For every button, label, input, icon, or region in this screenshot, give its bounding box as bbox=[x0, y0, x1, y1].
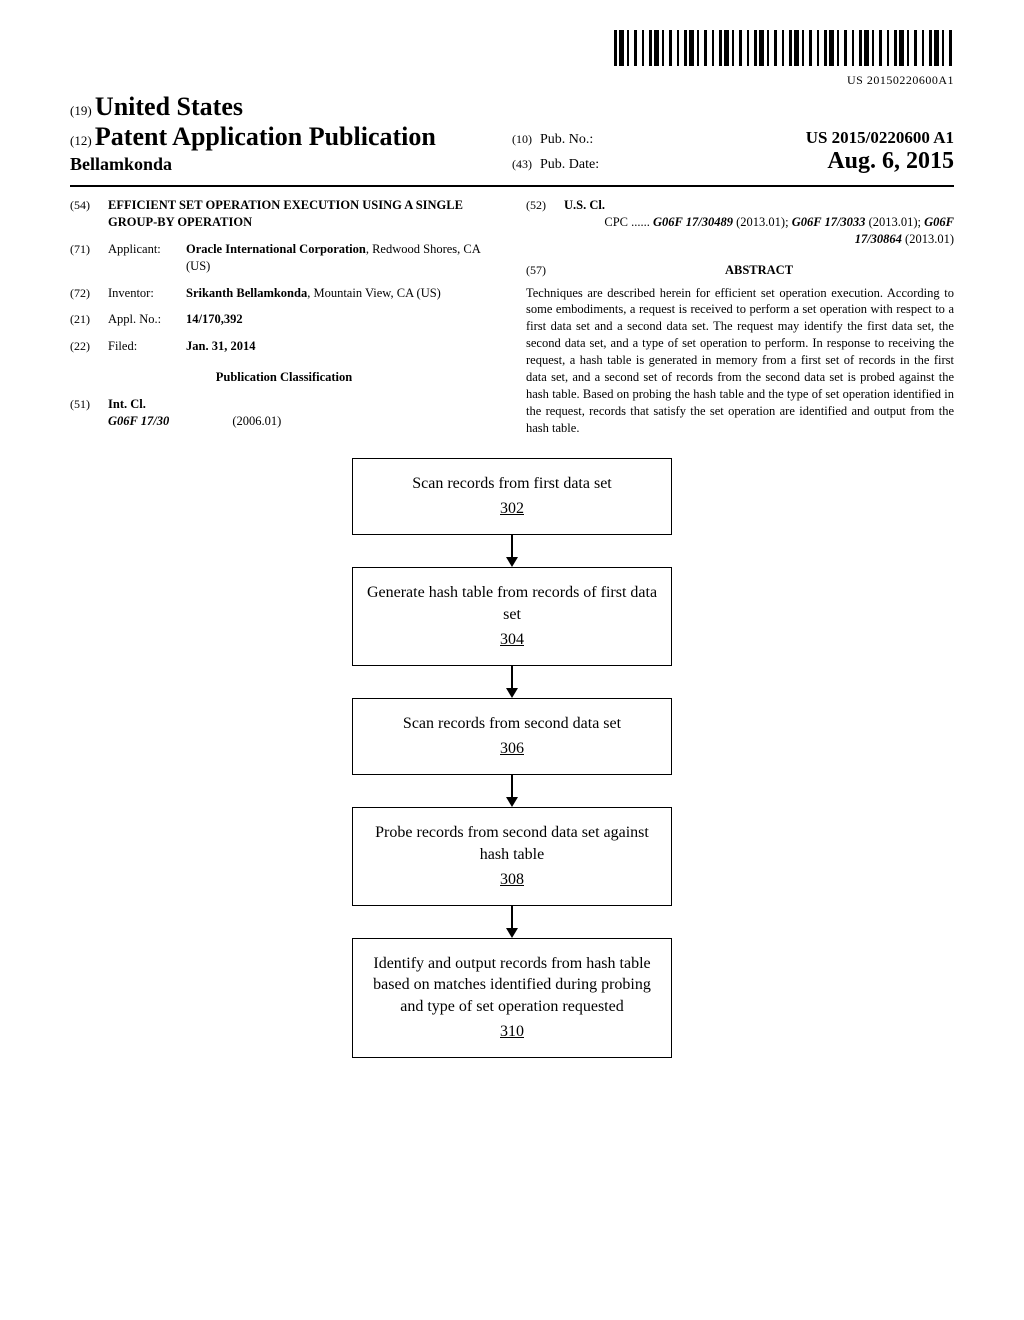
flow-node-310: Identify and output records from hash ta… bbox=[352, 938, 672, 1058]
flow-ref: 302 bbox=[365, 498, 659, 520]
uscl-label: U.S. Cl. bbox=[564, 197, 954, 214]
code-52: (52) bbox=[526, 197, 554, 248]
cpc-y2: (2013.01); bbox=[865, 215, 924, 229]
flow-ref: 306 bbox=[365, 738, 659, 760]
code-51: (51) bbox=[70, 396, 98, 430]
intcl-label: Int. Cl. bbox=[108, 396, 498, 413]
inventor-body: Srikanth Bellamkonda, Mountain View, CA … bbox=[186, 285, 498, 302]
flow-text: Scan records from second data set bbox=[403, 715, 621, 732]
code-10: (10) bbox=[512, 132, 532, 147]
pub-date-value: Aug. 6, 2015 bbox=[607, 148, 954, 175]
inventor-label: Inventor: bbox=[108, 285, 176, 302]
intcl-class: G06F 17/30 bbox=[108, 414, 169, 428]
header-row: (19) United States (12) Patent Applicati… bbox=[70, 92, 954, 181]
flow-arrow bbox=[506, 666, 518, 698]
flowchart: Scan records from first data set 302 Gen… bbox=[70, 458, 954, 1058]
applicant-label: Applicant: bbox=[108, 241, 176, 275]
flow-text: Probe records from second data set again… bbox=[375, 824, 649, 863]
pub-date-line: (43) Pub. Date: Aug. 6, 2015 bbox=[512, 148, 954, 175]
field-54: (54) EFFICIENT SET OPERATION EXECUTION U… bbox=[70, 197, 498, 231]
abstract-title: ABSTRACT bbox=[564, 262, 954, 279]
flow-arrow bbox=[506, 775, 518, 807]
code-54: (54) bbox=[70, 197, 98, 231]
header-left: (19) United States (12) Patent Applicati… bbox=[70, 92, 512, 181]
flow-text: Scan records from first data set bbox=[412, 475, 611, 492]
field-72: (72) Inventor: Srikanth Bellamkonda, Mou… bbox=[70, 285, 498, 302]
code-19: (19) bbox=[70, 103, 92, 118]
author-name: Bellamkonda bbox=[70, 154, 512, 175]
code-57: (57) bbox=[526, 262, 554, 285]
right-column: (52) U.S. Cl. CPC ...... G06F 17/30489 (… bbox=[526, 197, 954, 440]
flow-text: Identify and output records from hash ta… bbox=[373, 955, 651, 1015]
header-right: (10) Pub. No.: US 2015/0220600 A1 (43) P… bbox=[512, 128, 954, 181]
cpc-1: G06F 17/30489 bbox=[653, 215, 733, 229]
field-52: (52) U.S. Cl. CPC ...... G06F 17/30489 (… bbox=[526, 197, 954, 248]
pub-no-value: US 2015/0220600 A1 bbox=[601, 128, 954, 148]
filed-label: Filed: bbox=[108, 338, 176, 355]
title-text: EFFICIENT SET OPERATION EXECUTION USING … bbox=[108, 197, 498, 231]
flow-node-304: Generate hash table from records of firs… bbox=[352, 567, 672, 666]
pub-title-line: (12) Patent Application Publication bbox=[70, 122, 512, 152]
code-12: (12) bbox=[70, 133, 92, 148]
pub-title: Patent Application Publication bbox=[95, 122, 436, 151]
cpc-line: CPC ...... G06F 17/30489 (2013.01); G06F… bbox=[564, 214, 954, 248]
country-name: United States bbox=[95, 92, 243, 121]
pub-date-label: Pub. Date: bbox=[540, 157, 599, 173]
pub-no-label: Pub. No.: bbox=[540, 132, 593, 148]
field-71: (71) Applicant: Oracle International Cor… bbox=[70, 241, 498, 275]
code-72: (72) bbox=[70, 285, 98, 302]
flow-node-302: Scan records from first data set 302 bbox=[352, 458, 672, 535]
flow-arrow bbox=[506, 535, 518, 567]
bibliographic-columns: (54) EFFICIENT SET OPERATION EXECUTION U… bbox=[70, 197, 954, 440]
flow-node-306: Scan records from second data set 306 bbox=[352, 698, 672, 775]
country-line: (19) United States bbox=[70, 92, 512, 122]
cpc-prefix: CPC ...... bbox=[604, 215, 653, 229]
code-22: (22) bbox=[70, 338, 98, 355]
filed-value: Jan. 31, 2014 bbox=[186, 338, 498, 355]
barcode-number: US 20150220600A1 bbox=[70, 73, 954, 88]
intcl-year: (2006.01) bbox=[232, 414, 281, 428]
flow-ref: 308 bbox=[365, 869, 659, 891]
applicant-body: Oracle International Corporation, Redwoo… bbox=[186, 241, 498, 275]
uscl-body: U.S. Cl. CPC ...... G06F 17/30489 (2013.… bbox=[564, 197, 954, 248]
field-51: (51) Int. Cl. G06F 17/30 (2006.01) bbox=[70, 396, 498, 430]
cpc-y1: (2013.01); bbox=[733, 215, 792, 229]
applno-value: 14/170,392 bbox=[186, 311, 498, 328]
intcl-body: Int. Cl. G06F 17/30 (2006.01) bbox=[108, 396, 498, 430]
pub-classification-heading: Publication Classification bbox=[70, 369, 498, 386]
inventor-name: Srikanth Bellamkonda bbox=[186, 286, 307, 300]
intcl-row: G06F 17/30 (2006.01) bbox=[108, 413, 498, 430]
field-57: (57) ABSTRACT Techniques are described h… bbox=[526, 262, 954, 437]
barcode-graphic bbox=[614, 30, 954, 66]
flow-ref: 310 bbox=[363, 1021, 661, 1043]
flow-node-308: Probe records from second data set again… bbox=[352, 807, 672, 906]
applno-label: Appl. No.: bbox=[108, 311, 176, 328]
inventor-loc: , Mountain View, CA (US) bbox=[307, 286, 441, 300]
code-21: (21) bbox=[70, 311, 98, 328]
pub-no-line: (10) Pub. No.: US 2015/0220600 A1 bbox=[512, 128, 954, 148]
code-71: (71) bbox=[70, 241, 98, 275]
cpc-2: G06F 17/3033 bbox=[792, 215, 866, 229]
code-43: (43) bbox=[512, 157, 532, 172]
flow-arrow bbox=[506, 906, 518, 938]
flow-ref: 304 bbox=[365, 629, 659, 651]
abstract-body: Techniques are described herein for effi… bbox=[526, 285, 954, 437]
field-21: (21) Appl. No.: 14/170,392 bbox=[70, 311, 498, 328]
divider bbox=[70, 185, 954, 187]
barcode-region: US 20150220600A1 bbox=[70, 30, 954, 88]
applicant-name: Oracle International Corporation bbox=[186, 242, 366, 256]
field-22: (22) Filed: Jan. 31, 2014 bbox=[70, 338, 498, 355]
cpc-y3: (2013.01) bbox=[902, 232, 954, 246]
left-column: (54) EFFICIENT SET OPERATION EXECUTION U… bbox=[70, 197, 498, 440]
flow-text: Generate hash table from records of firs… bbox=[367, 584, 657, 623]
